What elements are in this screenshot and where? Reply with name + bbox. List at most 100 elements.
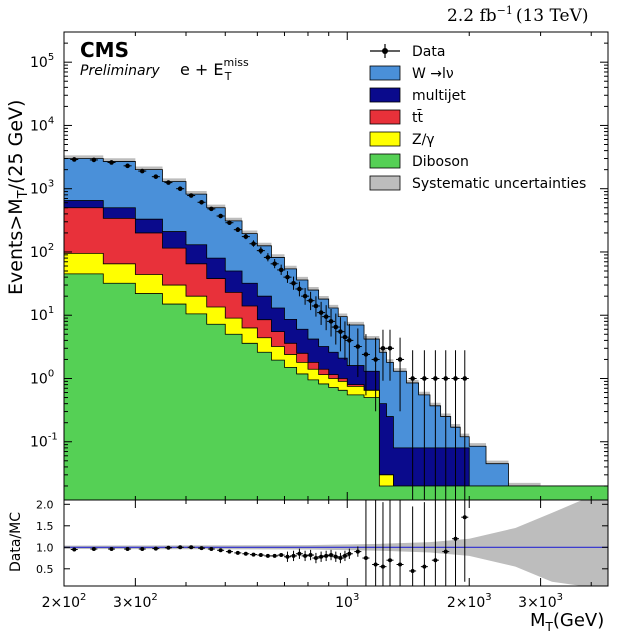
ratio-panel: 0.5 1.0 1.5 2.0 2×102 3×102 103 2×103 3×103 Data… bbox=[8, 498, 609, 633]
y-tick-label: 105 bbox=[30, 52, 54, 71]
data-point bbox=[361, 334, 370, 396]
ratio-y-tick-label: 0.5 bbox=[36, 563, 54, 576]
ratio-point bbox=[332, 551, 340, 562]
x-tick-label: 2×103 bbox=[447, 592, 492, 611]
legend-entry-syst: Systematic uncertainties bbox=[369, 175, 586, 192]
data-point bbox=[263, 253, 272, 262]
ratio-point bbox=[327, 549, 335, 561]
data-series bbox=[70, 157, 469, 500]
legend-label: multijet bbox=[412, 88, 466, 104]
ratio-point bbox=[354, 546, 362, 557]
ratio-y-tick-label: 2.0 bbox=[36, 498, 54, 511]
ratio-point bbox=[431, 500, 439, 586]
preliminary-label: Preliminary bbox=[80, 63, 160, 79]
y-tick-label: 103 bbox=[30, 179, 54, 198]
legend-entry-data: Data bbox=[370, 44, 445, 60]
ratio-point bbox=[409, 506, 417, 586]
main-y-axis-ticks: 10-1 100 101 102 103 104 105 bbox=[30, 31, 608, 500]
data-point bbox=[197, 199, 206, 205]
data-point bbox=[207, 206, 216, 212]
ratio-point bbox=[341, 550, 349, 562]
ratio-point bbox=[124, 547, 132, 552]
ratio-point bbox=[452, 500, 460, 586]
data-point bbox=[441, 350, 450, 500]
data-point bbox=[164, 180, 173, 185]
ratio-point bbox=[461, 500, 469, 582]
y-tick-label: 10-1 bbox=[30, 432, 58, 451]
ratio-point bbox=[234, 550, 242, 555]
ratio-point bbox=[264, 553, 272, 558]
data-point bbox=[216, 213, 225, 219]
ratio-y-tick-label: 1.0 bbox=[36, 541, 54, 554]
data-point bbox=[420, 350, 429, 500]
ratio-point bbox=[290, 550, 298, 562]
ratio-point bbox=[336, 552, 344, 564]
legend-label: tt̄ bbox=[412, 108, 423, 126]
legend-label: W →lν bbox=[412, 66, 454, 82]
ratio-point bbox=[301, 550, 309, 562]
data-point bbox=[107, 160, 116, 165]
ratio-point bbox=[345, 548, 353, 559]
data-point bbox=[70, 157, 79, 162]
ratio-point bbox=[138, 547, 146, 552]
data-point bbox=[340, 321, 349, 361]
data-point bbox=[460, 350, 469, 500]
data-point bbox=[306, 291, 315, 311]
ratio-point bbox=[207, 547, 215, 552]
ratio-point bbox=[420, 502, 428, 586]
data-point bbox=[187, 193, 196, 198]
data-point bbox=[322, 305, 331, 331]
legend-label: Data bbox=[412, 44, 445, 60]
ratio-axis-ticks: 0.5 1.0 1.5 2.0 2×102 3×102 103 2×103 3×103 bbox=[36, 498, 608, 611]
data-point bbox=[311, 296, 320, 317]
ratio-point bbox=[187, 545, 195, 550]
ratio-point bbox=[242, 551, 250, 556]
data-point bbox=[353, 328, 362, 378]
x-tick-label: 3×102 bbox=[113, 592, 158, 611]
data-point bbox=[89, 157, 98, 163]
data-point bbox=[331, 313, 340, 345]
data-point bbox=[371, 337, 380, 412]
ratio-point bbox=[257, 553, 265, 558]
data-point bbox=[289, 276, 298, 290]
legend-entry-ttbar: tt̄ bbox=[369, 108, 423, 126]
data-point bbox=[256, 246, 265, 255]
legend-label: Diboson bbox=[412, 154, 469, 170]
data-point bbox=[317, 301, 326, 325]
ratio-point bbox=[225, 549, 233, 554]
ratio-point bbox=[372, 500, 380, 586]
channel-label: e + Emiss T bbox=[180, 56, 249, 83]
ratio-point bbox=[152, 546, 160, 551]
data-point bbox=[241, 233, 250, 240]
cms-label: CMS bbox=[80, 38, 129, 62]
data-point bbox=[378, 329, 387, 381]
data-point bbox=[249, 240, 258, 247]
ratio-series bbox=[64, 500, 608, 586]
legend-entry-zgamma: Z/γ bbox=[369, 131, 435, 148]
x-tick-label: 2×102 bbox=[42, 592, 87, 611]
x-tick-label: 103 bbox=[335, 592, 359, 611]
legend-entry-multijet: multijet bbox=[369, 87, 466, 104]
data-point bbox=[408, 350, 417, 500]
ratio-point bbox=[108, 547, 116, 552]
ratio-point bbox=[249, 552, 257, 557]
data-point bbox=[396, 337, 405, 412]
ratio-point bbox=[379, 502, 387, 586]
ratio-point bbox=[312, 552, 320, 564]
ratio-uncertainty-band bbox=[64, 500, 608, 586]
ratio-frame bbox=[63, 499, 609, 587]
data-point bbox=[386, 329, 395, 381]
data-point bbox=[225, 220, 234, 226]
ratio-point bbox=[198, 546, 206, 551]
y-tick-label: 102 bbox=[30, 242, 54, 261]
legend: Data W →lν multijet tt̄ Z/γ Diboson Systematic… bbox=[369, 44, 586, 192]
data-point bbox=[345, 323, 354, 366]
data-point bbox=[123, 163, 132, 169]
ratio-point bbox=[362, 500, 370, 586]
legend-entry-diboson: Diboson bbox=[369, 153, 469, 170]
y-tick-label: 101 bbox=[30, 305, 54, 324]
ratio-point bbox=[442, 500, 450, 586]
data-point bbox=[301, 287, 310, 305]
data-point bbox=[431, 350, 440, 500]
main-y-axis-label: Events>MT/(25 GeV) bbox=[5, 100, 31, 295]
